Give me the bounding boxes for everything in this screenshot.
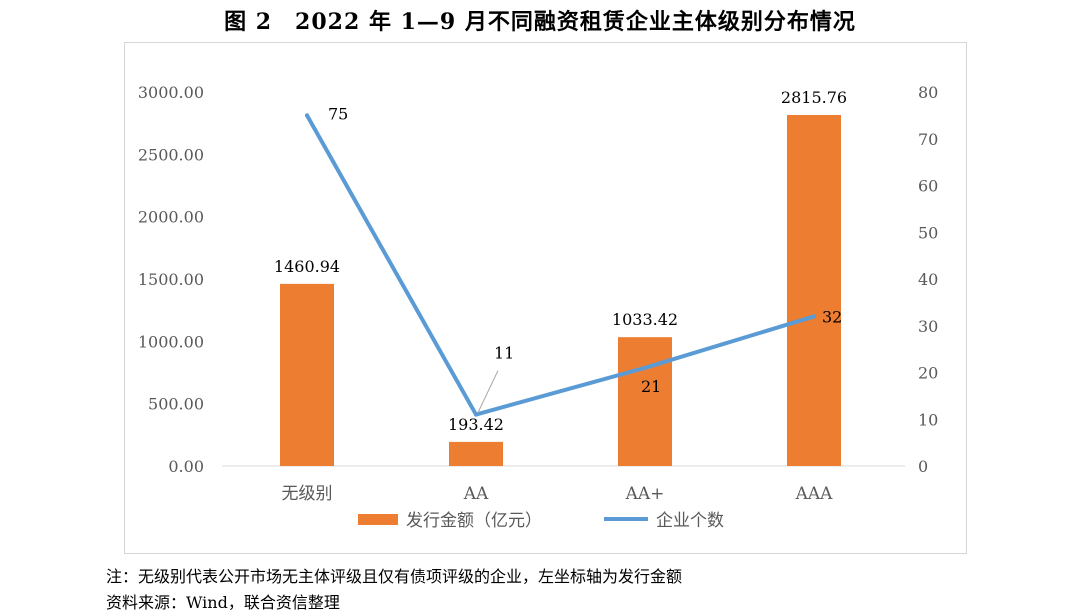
line-point: [305, 113, 309, 118]
bar: [280, 283, 334, 466]
bar-data-label: 2815.76: [781, 88, 847, 107]
y-right-tick-label: 0: [918, 457, 928, 476]
y-right-tick-label: 20: [918, 364, 938, 383]
category-axis: 无级别 AA AA+ AAA: [282, 484, 834, 504]
source-note: 资料来源：Wind，联合资信整理: [106, 593, 340, 612]
y-left-tick-label: 500.00: [148, 395, 204, 414]
y-right-tick-label: 50: [918, 223, 938, 242]
y-right-tick-label: 10: [918, 410, 938, 429]
chart-frame: [124, 42, 967, 554]
line-series: 75 11 21 32: [305, 104, 842, 417]
legend-bar-swatch: [358, 514, 398, 525]
y-left-tick-label: 2500.00: [138, 145, 204, 164]
bar-data-label: 1460.94: [274, 257, 340, 276]
bar-data-label: 193.42: [448, 415, 504, 434]
y-left-tick-label: 0.00: [168, 457, 204, 476]
x-category-label: AAA: [795, 484, 834, 504]
line-data-label: 21: [641, 377, 661, 396]
footnote: 注：无级别代表公开市场无主体评级且仅有债项评级的企业，左坐标轴为发行金额: [106, 567, 683, 586]
x-category-label: AA: [463, 484, 489, 504]
bar-data-label: 1033.42: [612, 310, 678, 329]
y-right-tick-label: 80: [918, 83, 938, 102]
bar: [618, 337, 672, 466]
line-data-label: 32: [822, 307, 842, 326]
y-right-tick-label: 30: [918, 317, 938, 336]
y-left-tick-label: 3000.00: [138, 83, 204, 102]
y-right-tick-label: 40: [918, 270, 938, 289]
x-category-label: 无级别: [282, 484, 333, 504]
y-left-tick-label: 2000.00: [138, 208, 204, 227]
data-label-leader: [477, 370, 499, 413]
bar-series: 1460.94 193.42 1033.42 2815.76: [274, 88, 847, 466]
bar: [787, 114, 841, 466]
line-point: [643, 365, 647, 370]
y-left-tick-label: 1500.00: [138, 270, 204, 289]
y-left-tick-label: 1000.00: [138, 332, 204, 351]
legend-line-label: 企业个数: [656, 511, 724, 531]
legend: 发行金额（亿元） 企业个数: [358, 511, 724, 531]
line-data-label: 11: [494, 344, 514, 363]
line-path: [305, 113, 816, 417]
right-axis: 0 10 20 30 40 50 60 70 80: [918, 83, 938, 476]
left-axis: 0.00 500.00 1000.00 1500.00 2000.00 2500.00 30…: [138, 83, 905, 476]
y-right-tick-label: 60: [918, 177, 938, 196]
line-data-label: 75: [328, 104, 348, 123]
x-category-label: AA+: [625, 484, 665, 504]
legend-bar-label: 发行金额（亿元）: [406, 511, 542, 531]
chart-title: 图 2 2022 年 1—9 月不同融资租赁企业主体级别分布情况: [224, 9, 856, 35]
bar: [449, 441, 503, 466]
line-point: [812, 314, 816, 319]
y-right-tick-label: 70: [918, 130, 938, 149]
line-point: [474, 412, 478, 417]
